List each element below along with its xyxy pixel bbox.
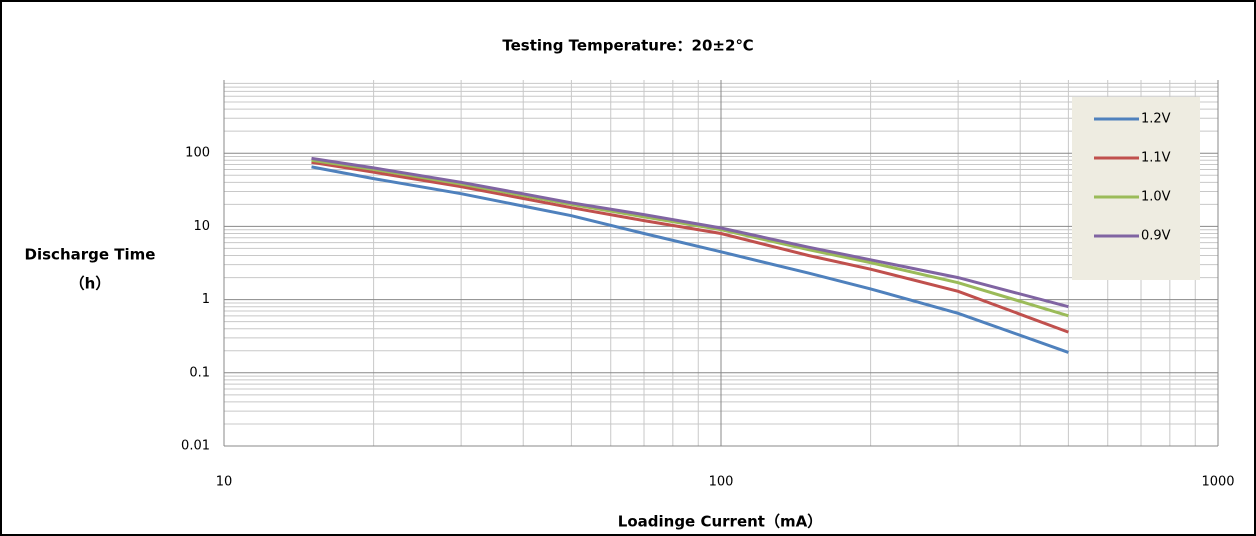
y-tick-label: 100: [185, 146, 210, 161]
line: [311, 165, 1069, 354]
line: [311, 158, 1069, 318]
line: [311, 156, 1069, 309]
legend-label: 1.1V: [1141, 151, 1171, 166]
y-tick-label: 1: [202, 292, 210, 307]
y-tick-label: 0.1: [189, 365, 210, 380]
x-tick-label: 100: [709, 475, 734, 490]
y-axis-label: Discharge Time: [25, 246, 156, 264]
x-tick-label: 10: [216, 475, 233, 490]
legend-label: 1.0V: [1141, 190, 1171, 205]
y-axis-label: （h）: [70, 275, 111, 293]
legend-label: 1.2V: [1141, 112, 1171, 127]
line: [311, 160, 1069, 334]
x-axis-label: Loadinge Current（mA）: [618, 513, 822, 531]
chart-title: Testing Temperature：20±2℃: [502, 37, 753, 55]
legend-box: [1072, 97, 1200, 280]
y-tick-label: 0.01: [181, 439, 210, 454]
y-tick-label: 10: [193, 219, 210, 234]
legend-label: 0.9V: [1141, 229, 1171, 244]
x-tick-label: 1000: [1201, 475, 1234, 490]
